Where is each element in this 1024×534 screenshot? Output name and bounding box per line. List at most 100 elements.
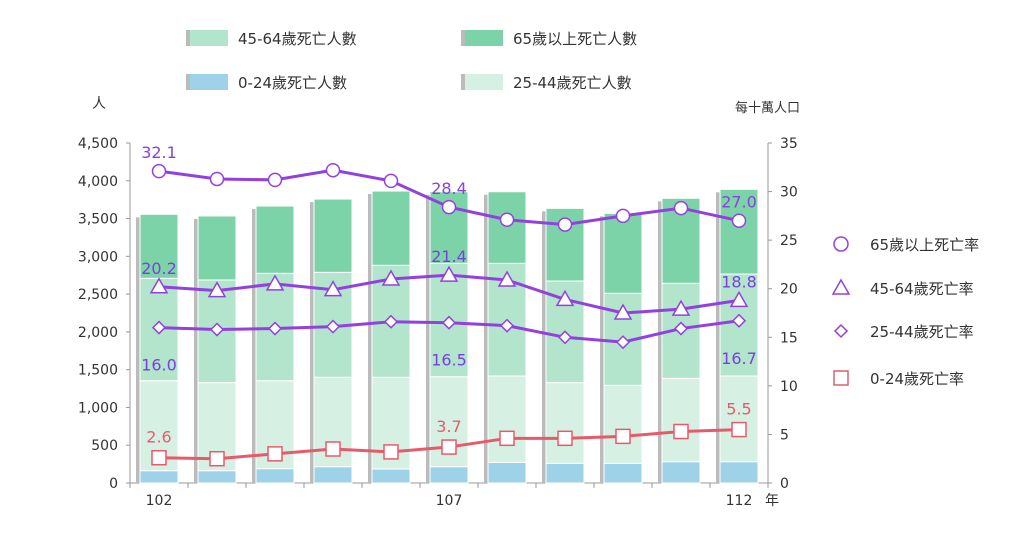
- legend-label: 65歲以上死亡率: [870, 236, 979, 254]
- point-triangle: [613, 303, 633, 320]
- x-tick-label: 102: [146, 493, 173, 509]
- point-circle: [325, 162, 341, 178]
- right-tick-label: 35: [780, 136, 798, 152]
- bar-shadow: [484, 194, 488, 483]
- bar-shadow: [368, 194, 372, 483]
- point-triangle: [265, 274, 285, 291]
- left-tick-label: 0: [109, 476, 118, 492]
- point-triangle: [207, 281, 227, 298]
- data-label: 16.0: [141, 356, 177, 375]
- bar-shadow: [310, 202, 314, 483]
- bar-segment-0: [603, 462, 643, 484]
- bar-segment-0: [313, 466, 353, 484]
- left-tick-label: 3,000: [78, 249, 118, 265]
- data-label: 21.4: [431, 247, 467, 266]
- point-circle: [499, 212, 515, 227]
- point-square: [499, 430, 515, 447]
- legend-swatch: [190, 30, 228, 46]
- point-square: [151, 449, 167, 466]
- bar-segment-1: [719, 375, 759, 463]
- legend-swatch-shadow: [186, 74, 190, 90]
- bar-segment-0: [487, 461, 527, 484]
- left-tick-label: 500: [91, 438, 118, 454]
- legend-label: 0-24歲死亡人數: [238, 74, 347, 92]
- right-tick-label: 20: [780, 282, 798, 298]
- bar-segment-0: [371, 468, 411, 484]
- bar-segment-3: [197, 215, 237, 281]
- legend-swatch-shadow: [461, 30, 465, 46]
- point-diamond: [383, 314, 399, 329]
- point-square: [267, 446, 283, 462]
- bar-segment-3: [487, 191, 527, 264]
- bar-segment-1: [661, 377, 701, 463]
- data-label: 2.6: [146, 428, 171, 447]
- left-tick-label: 4,500: [78, 136, 118, 152]
- legend-swatch: [465, 74, 503, 90]
- right-tick-label: 0: [780, 476, 789, 492]
- legend-label: 45-64歲死亡人數: [238, 30, 357, 48]
- bar-shadow: [252, 209, 256, 483]
- point-square: [615, 428, 631, 445]
- point-triangle: [497, 270, 517, 287]
- legend-label: 65歲以上死亡人數: [513, 30, 637, 48]
- point-circle: [731, 213, 747, 228]
- data-label: 27.0: [721, 193, 757, 212]
- legend-label: 0-24歲死亡率: [870, 370, 964, 388]
- bar-segment-0: [545, 462, 585, 484]
- left-tick-label: 2,500: [78, 287, 118, 303]
- bar-shadow: [542, 211, 546, 483]
- right-tick-label: 5: [780, 427, 789, 443]
- legend-marker-circle: [833, 236, 849, 252]
- point-square: [557, 430, 573, 447]
- point-square: [673, 423, 689, 440]
- legend-marker-diamond: [833, 323, 849, 339]
- x-tick-label: 112: [726, 493, 753, 509]
- left-tick-label: 1,500: [78, 363, 118, 379]
- bar-segment-3: [719, 188, 759, 275]
- bar-shadow: [658, 201, 662, 483]
- point-square: [383, 444, 399, 460]
- point-diamond: [325, 319, 341, 334]
- bar-segment-1: [487, 375, 527, 463]
- bar-segment-3: [313, 198, 353, 273]
- legend-swatch-shadow: [186, 30, 190, 46]
- point-triangle: [439, 265, 459, 282]
- data-label: 3.7: [436, 417, 461, 436]
- legend-marker-square: [833, 370, 849, 386]
- point-circle: [615, 208, 631, 224]
- point-circle: [557, 217, 573, 232]
- point-triangle: [671, 299, 691, 316]
- point-diamond: [615, 335, 631, 350]
- bar-shadow: [426, 194, 430, 483]
- legend-swatch: [190, 74, 228, 90]
- point-circle: [151, 163, 167, 179]
- data-label: 32.1: [141, 143, 177, 162]
- data-label: 16.7: [721, 349, 757, 368]
- point-diamond: [151, 320, 167, 335]
- point-diamond: [673, 321, 689, 336]
- point-square: [209, 450, 225, 467]
- bar-segment-0: [255, 468, 295, 484]
- point-circle: [673, 200, 689, 216]
- point-diamond: [209, 322, 225, 337]
- right-axis-unit: 每十萬人口: [735, 100, 800, 116]
- data-label: 28.4: [431, 179, 467, 198]
- point-triangle: [323, 280, 343, 297]
- point-diamond: [441, 315, 457, 330]
- bar-segment-1: [545, 382, 585, 464]
- point-circle: [209, 171, 225, 187]
- point-square: [441, 439, 457, 455]
- legend-swatch: [465, 30, 503, 46]
- point-triangle: [381, 269, 401, 286]
- data-label: 18.8: [721, 272, 757, 291]
- point-triangle: [555, 289, 575, 307]
- data-label: 16.5: [431, 351, 467, 370]
- legend-label: 45-64歲死亡率: [870, 280, 974, 298]
- right-tick-label: 25: [780, 233, 798, 249]
- point-diamond: [267, 321, 283, 336]
- point-square: [325, 441, 341, 457]
- right-tick-label: 15: [780, 330, 798, 346]
- legend-swatch-shadow: [461, 74, 465, 90]
- bar-segment-0: [197, 470, 237, 484]
